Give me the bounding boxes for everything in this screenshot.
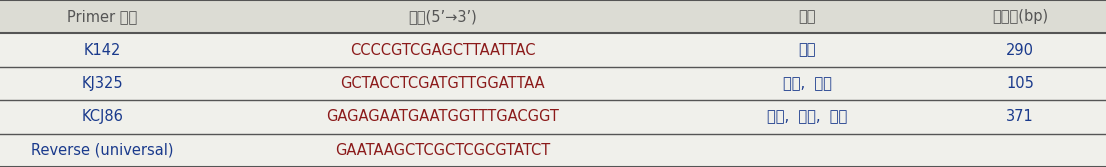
- Text: KJ325: KJ325: [82, 76, 123, 91]
- Text: Primer 정보: Primer 정보: [67, 9, 137, 24]
- Text: K142: K142: [84, 43, 121, 58]
- Text: 105: 105: [1006, 76, 1034, 91]
- Text: 290: 290: [1006, 43, 1034, 58]
- Text: 서열(5’→3’): 서열(5’→3’): [408, 9, 477, 24]
- Text: 사이즈(bp): 사이즈(bp): [992, 9, 1048, 24]
- Text: GAGAGAATGAATGGTTTGACGGT: GAGAGAATGAATGGTTTGACGGT: [326, 109, 559, 124]
- Text: 한국: 한국: [799, 43, 816, 58]
- Text: 타겟: 타겟: [799, 9, 816, 24]
- Text: 371: 371: [1006, 109, 1034, 124]
- Text: Reverse (universal): Reverse (universal): [31, 143, 174, 158]
- Bar: [0, 0, 1106, 33]
- Text: KCJ86: KCJ86: [82, 109, 123, 124]
- Text: CCCCGTCGAGCTTAATTAC: CCCCGTCGAGCTTAATTAC: [349, 43, 535, 58]
- Text: GCTACCTCGATGTTGGATTAA: GCTACCTCGATGTTGGATTAA: [340, 76, 545, 91]
- Text: GAATAAGCTCGCTCGCGTATCT: GAATAAGCTCGCTCGCGTATCT: [335, 143, 550, 158]
- Text: 한국,  중국,  일본: 한국, 중국, 일본: [768, 109, 847, 124]
- Text: 한국,  일본: 한국, 일본: [783, 76, 832, 91]
